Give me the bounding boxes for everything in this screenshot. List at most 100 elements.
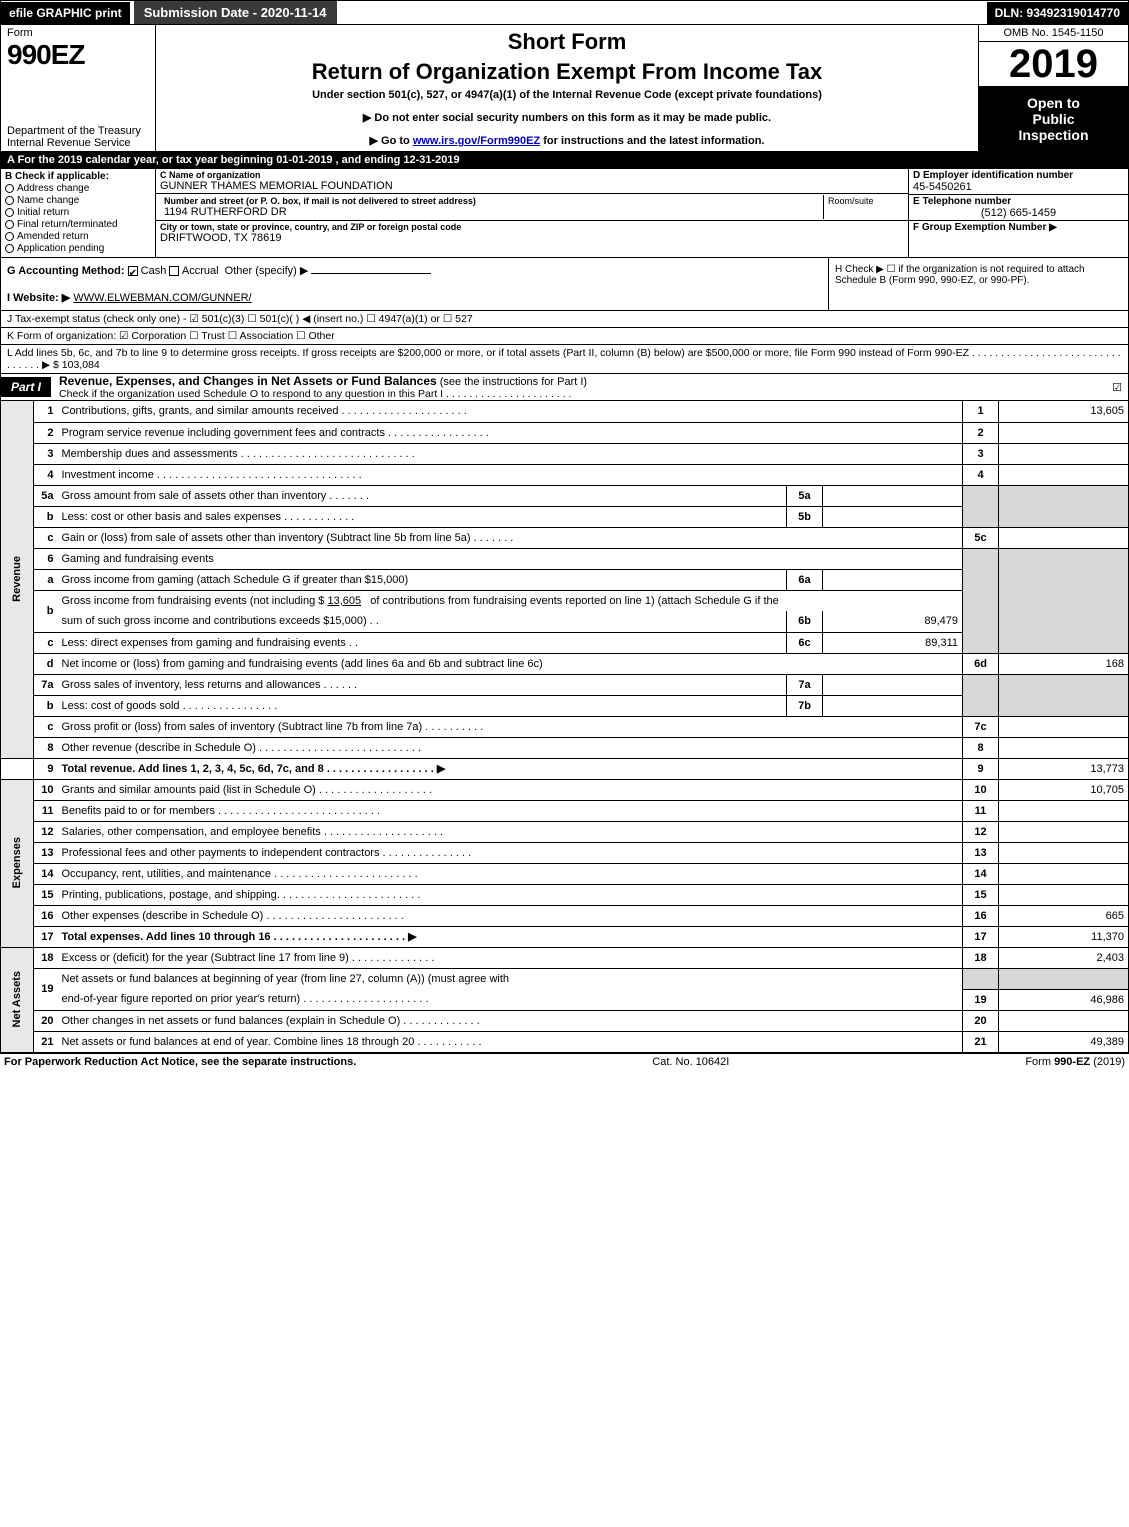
line-19-top: 19 Net assets or fund balances at beginn… [1,968,1129,989]
street-row: Number and street (or P. O. box, if mail… [156,194,908,221]
under-section-text: Under section 501(c), 527, or 4947(a)(1)… [162,89,972,101]
city-value: DRIFTWOOD, TX 78619 [160,232,904,244]
i-label: I Website: ▶ [7,292,70,304]
line-5a: 5aGross amount from sale of assets other… [1,485,1129,506]
l-amount: $ 103,084 [53,359,100,371]
line-7b: bLess: cost of goods sold . . . . . . . … [1,695,1129,716]
form-header: Form 990EZ Department of the Treasury In… [0,25,1129,151]
open-line2: Public [983,111,1124,127]
line-14: 14Occupancy, rent, utilities, and mainte… [1,863,1129,884]
street-value: 1194 RUTHERFORD DR [164,206,819,218]
l-text: L Add lines 5b, 6c, and 7b to line 9 to … [7,347,1121,371]
dept-line1: Department of the Treasury [7,125,149,137]
part-i-checkbox[interactable]: ☑ [1112,381,1128,394]
h-schedule-b-cell: H Check ▶ ☐ if the organization is not r… [828,258,1128,310]
line-2: 2Program service revenue including gover… [1,422,1129,443]
header-left-col: Form 990EZ Department of the Treasury In… [1,25,156,151]
ein-value: 45-5450261 [913,181,1124,193]
line-1: Revenue 1 Contributions, gifts, grants, … [1,401,1129,422]
department-label: Department of the Treasury Internal Reve… [7,125,149,149]
check-name-change[interactable]: Name change [5,195,151,206]
tax-period-row: A For the 2019 calendar year, or tax yea… [0,151,1129,169]
header-center-col: Short Form Return of Organization Exempt… [156,25,978,151]
other-specify-label: Other (specify) ▶ [225,265,309,277]
page-footer: For Paperwork Reduction Act Notice, see … [0,1053,1129,1070]
line-17: 17 Total expenses. Add lines 10 through … [1,926,1129,947]
cash-label: Cash [141,265,167,277]
goto-post: for instructions and the latest informat… [540,135,764,147]
line-8: 8Other revenue (describe in Schedule O) … [1,737,1129,758]
entity-info-block: B Check if applicable: Address change Na… [0,169,1129,258]
line-3: 3Membership dues and assessments . . . .… [1,443,1129,464]
check-cash[interactable] [128,266,138,276]
check-address-change[interactable]: Address change [5,183,151,194]
submission-date-button[interactable]: Submission Date - 2020-11-14 [134,1,337,24]
catalog-number: Cat. No. 10642I [652,1056,729,1068]
line-20: 20Other changes in net assets or fund ba… [1,1010,1129,1031]
revenue-side-label: Revenue [1,401,34,758]
expenses-side-label: Expenses [1,779,34,947]
omb-number: OMB No. 1545-1150 [979,25,1128,42]
section-c: C Name of organization GUNNER THAMES MEM… [156,169,908,257]
header-right-col: OMB No. 1545-1150 2019 Open to Public In… [978,25,1128,151]
line-6d: dNet income or (loss) from gaming and fu… [1,653,1129,674]
check-initial-return[interactable]: Initial return [5,207,151,218]
paperwork-notice: For Paperwork Reduction Act Notice, see … [4,1056,356,1068]
line-7a: 7aGross sales of inventory, less returns… [1,674,1129,695]
line-9: 9 Total revenue. Add lines 1, 2, 3, 4, 5… [1,758,1129,779]
accounting-method-cell: G Accounting Method: Cash Accrual Other … [1,258,828,310]
line-11: 11Benefits paid to or for members . . . … [1,800,1129,821]
form-ref: Form 990-EZ (2019) [1025,1056,1125,1068]
g-label: G Accounting Method: [7,265,125,277]
org-name-label: C Name of organization [160,170,904,180]
l-gross-receipts-row: L Add lines 5b, 6c, and 7b to line 9 to … [0,345,1129,374]
line-13: 13Professional fees and other payments t… [1,842,1129,863]
line-7c: cGross profit or (loss) from sales of in… [1,716,1129,737]
part-i-header: Part I Revenue, Expenses, and Changes in… [0,374,1129,401]
part-i-title: Revenue, Expenses, and Changes in Net As… [51,374,587,400]
check-accrual[interactable] [169,266,179,276]
short-form-title: Short Form [162,29,972,55]
goto-pre: ▶ Go to [370,135,413,147]
line-5c: cGain or (loss) from sale of assets othe… [1,527,1129,548]
line-6b-top: b Gross income from fundraising events (… [1,590,1129,611]
line-12: 12Salaries, other compensation, and empl… [1,821,1129,842]
line-21: 21Net assets or fund balances at end of … [1,1031,1129,1052]
accrual-label: Accrual [182,265,219,277]
website-value[interactable]: WWW.ELWEBMAN.COM/GUNNER/ [73,292,251,304]
tel-cell: E Telephone number (512) 665-1459 [909,195,1128,221]
open-to-public: Open to Public Inspection [979,87,1128,151]
k-form-of-org-row: K Form of organization: ☑ Corporation ☐ … [0,328,1129,345]
city-cell: City or town, state or province, country… [156,221,908,245]
line-16: 16Other expenses (describe in Schedule O… [1,905,1129,926]
line-10: Expenses 10Grants and similar amounts pa… [1,779,1129,800]
check-application-pending[interactable]: Application pending [5,243,151,254]
org-name-value: GUNNER THAMES MEMORIAL FOUNDATION [160,180,904,192]
group-exemption-cell: F Group Exemption Number ▶ [909,221,1128,234]
open-line1: Open to [983,95,1124,111]
irs-link[interactable]: www.irs.gov/Form990EZ [413,135,540,147]
form-code: 990EZ [7,39,149,71]
part-i-lines-table: Revenue 1 Contributions, gifts, grants, … [0,401,1129,1053]
line-18: Net Assets 18Excess or (deficit) for the… [1,947,1129,968]
check-amended-return[interactable]: Amended return [5,231,151,242]
dln-label: DLN: 93492319014770 [987,2,1128,24]
line-6a: aGross income from gaming (attach Schedu… [1,569,1129,590]
j-tax-exempt-row: J Tax-exempt status (check only one) - ☑… [0,311,1129,328]
ein-cell: D Employer identification number 45-5450… [909,169,1128,195]
line-6b-bottom: sum of such gross income and contributio… [1,611,1129,632]
street-label: Number and street (or P. O. box, if mail… [164,196,819,206]
tax-year: 2019 [979,42,1128,87]
ein-label: D Employer identification number [913,170,1124,181]
section-b-title: B Check if applicable: [5,171,109,182]
section-b: B Check if applicable: Address change Na… [1,169,156,257]
line-5b: bLess: cost or other basis and sales exp… [1,506,1129,527]
line-4: 4Investment income . . . . . . . . . . .… [1,464,1129,485]
org-name-cell: C Name of organization GUNNER THAMES MEM… [156,169,908,194]
gh-row: G Accounting Method: Cash Accrual Other … [0,258,1129,311]
efile-print-button[interactable]: efile GRAPHIC print [1,2,130,24]
group-exemption-label: F Group Exemption Number ▶ [913,222,1057,233]
tel-value: (512) 665-1459 [913,207,1124,219]
top-bar: efile GRAPHIC print Submission Date - 20… [0,0,1129,25]
check-final-return[interactable]: Final return/terminated [5,219,151,230]
